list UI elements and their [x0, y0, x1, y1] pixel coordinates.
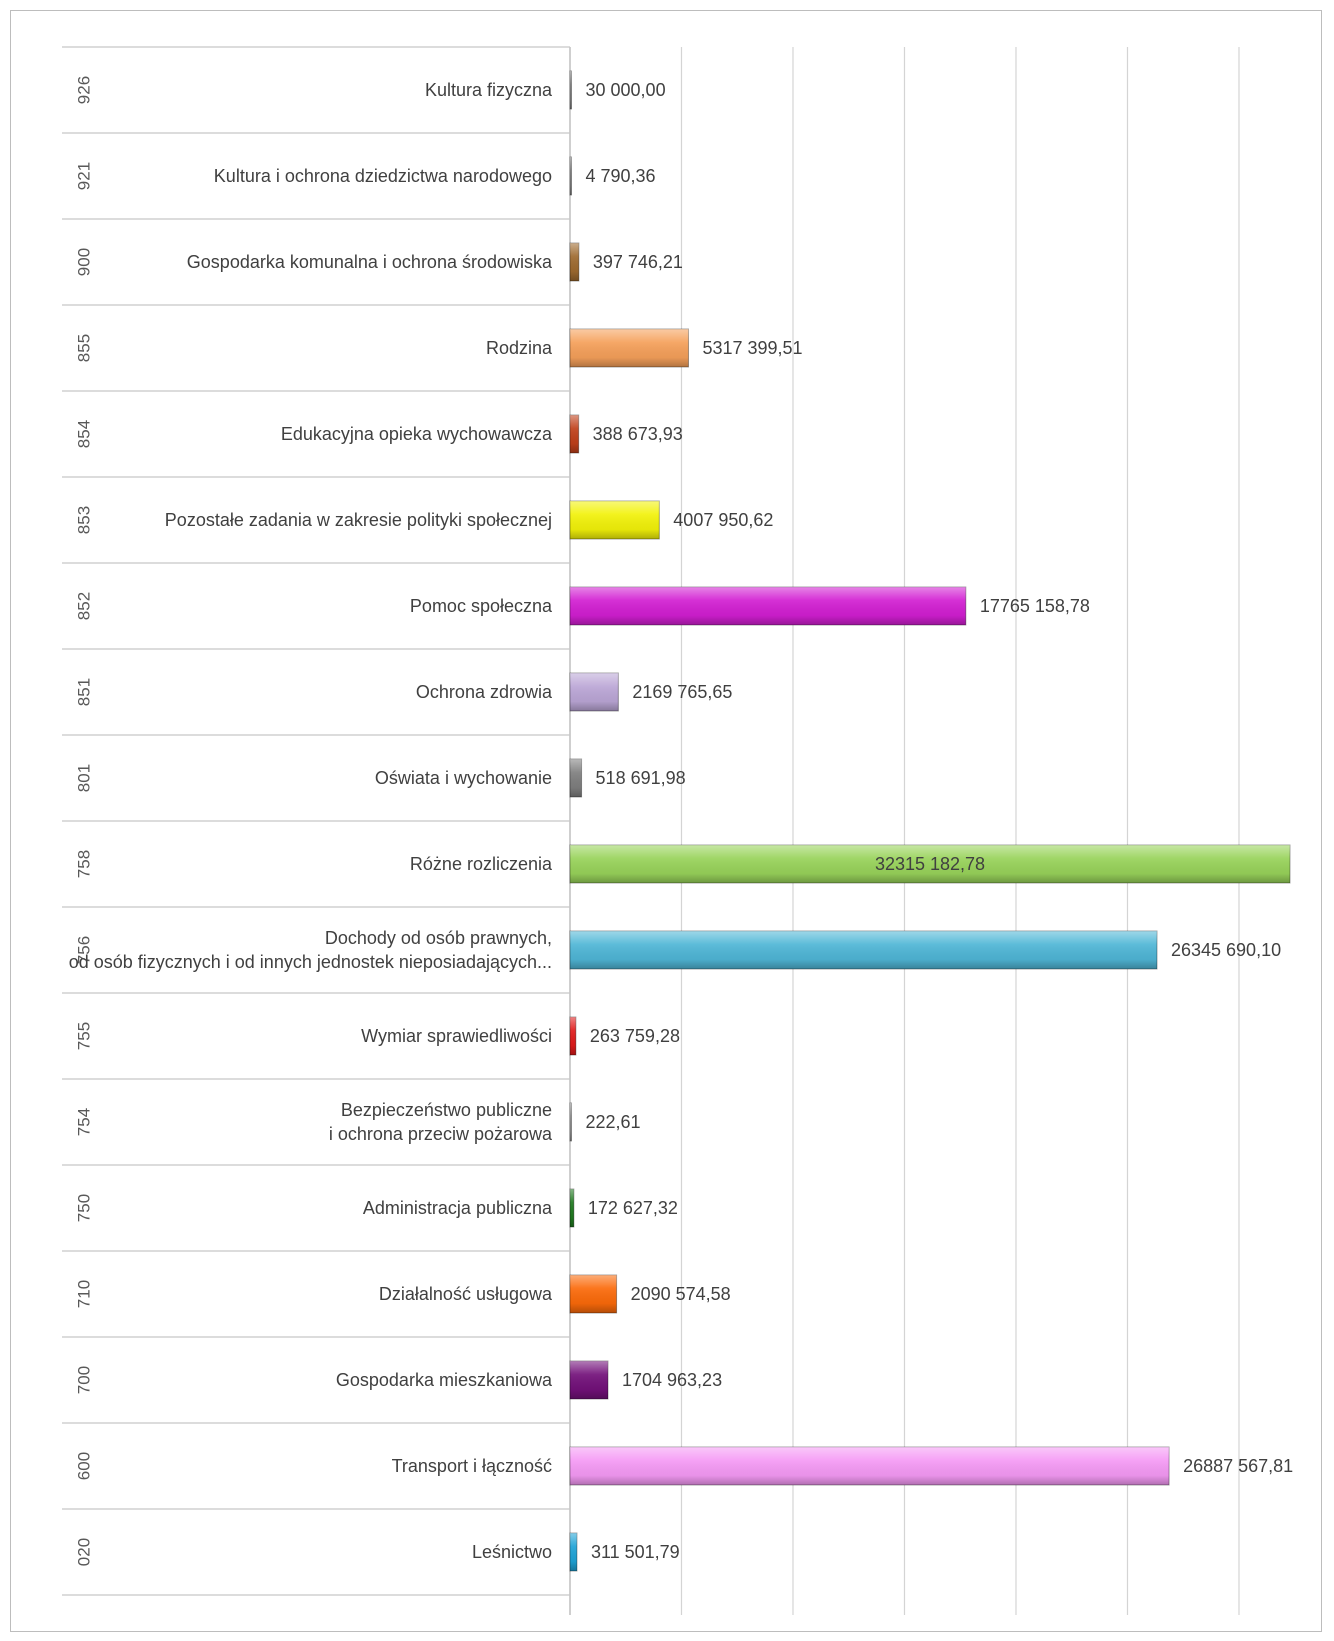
category-code: 854	[75, 420, 94, 448]
category-name: Transport i łączność	[392, 1456, 552, 1476]
bar-shading	[570, 1361, 608, 1399]
bar-group	[570, 1103, 572, 1141]
bar-shading	[570, 1533, 577, 1571]
value-label: 26345 690,10	[1171, 940, 1281, 960]
bar-group	[570, 1533, 577, 1571]
category-code: 600	[75, 1452, 94, 1480]
bar-group	[570, 1447, 1169, 1485]
value-label: 17765 158,78	[980, 596, 1090, 616]
category-name: Gospodarka komunalna i ochrona środowisk…	[187, 252, 553, 272]
bar-layer	[570, 71, 1290, 1571]
category-code: 851	[75, 678, 94, 706]
category-name: Różne rozliczenia	[410, 854, 553, 874]
category-name: Rodzina	[486, 338, 553, 358]
bar-group	[570, 759, 582, 797]
value-label: 263 759,28	[590, 1026, 680, 1046]
bar-group	[570, 587, 966, 625]
category-name: Wymiar sprawiedliwości	[361, 1026, 552, 1046]
bar-shading	[570, 759, 582, 797]
category-name: Działalność usługowa	[379, 1284, 553, 1304]
value-label: 172 627,32	[588, 1198, 678, 1218]
bar-group	[570, 415, 579, 453]
category-code: 758	[75, 850, 94, 878]
value-label: 2169 765,65	[632, 682, 732, 702]
bar-group	[570, 1189, 574, 1227]
category-name: Dochody od osób prawnych,	[325, 928, 552, 948]
bar-shading	[570, 501, 659, 539]
category-code: 900	[75, 248, 94, 276]
value-label: 222,61	[586, 1112, 641, 1132]
category-code: 754	[75, 1108, 94, 1136]
bar-shading	[570, 1103, 572, 1141]
bar-shading	[570, 157, 572, 195]
category-name: Ochrona zdrowia	[416, 682, 553, 702]
category-name: Pomoc społeczna	[410, 596, 553, 616]
label-layer: 30 000,00 4 790,36 397 746,21 5317 399,51 38…	[586, 80, 1294, 1562]
category-name: od osób fizycznych i od innych jednostek…	[69, 952, 552, 972]
value-label: 388 673,93	[593, 424, 683, 444]
bar-group	[570, 157, 572, 195]
bar-shading	[570, 1447, 1169, 1485]
bar-shading	[570, 1189, 574, 1227]
category-name: Edukacyjna opieka wychowawcza	[281, 424, 553, 444]
category-name: Bezpieczeństwo publiczne	[341, 1100, 552, 1120]
category-name: Administracja publiczna	[363, 1198, 553, 1218]
bar-group	[570, 71, 572, 109]
value-label: 32315 182,78	[875, 854, 985, 874]
category-code: 020	[75, 1538, 94, 1566]
value-label: 518 691,98	[596, 768, 686, 788]
bar-shading	[570, 1017, 576, 1055]
category-name: Pozostałe zadania w zakresie polityki sp…	[165, 510, 552, 530]
value-label: 5317 399,51	[702, 338, 802, 358]
bar-shading	[570, 587, 966, 625]
category-code: 921	[75, 162, 94, 190]
bar-group	[570, 329, 688, 367]
bar-group	[570, 1017, 576, 1055]
bar-group	[570, 1361, 608, 1399]
category-code: 853	[75, 506, 94, 534]
value-label: 4007 950,62	[673, 510, 773, 530]
value-label: 311 501,79	[591, 1542, 680, 1562]
bar-group	[570, 931, 1157, 969]
value-label: 26887 567,81	[1183, 1456, 1293, 1476]
bar-shading	[570, 415, 579, 453]
bar-group	[570, 501, 659, 539]
category-name: Leśnictwo	[472, 1542, 552, 1562]
category-table: 926 Kultura fizyczna 921 Kultura i ochrona …	[62, 47, 570, 1615]
category-code: 852	[75, 592, 94, 620]
category-code: 926	[75, 76, 94, 104]
bar-shading	[570, 71, 572, 109]
category-name: Oświata i wychowanie	[375, 768, 552, 788]
value-label: 4 790,36	[586, 166, 656, 186]
category-name: Kultura fizyczna	[425, 80, 553, 100]
bar-shading	[570, 931, 1157, 969]
category-code: 710	[75, 1280, 94, 1308]
grid-layer	[682, 47, 1240, 1615]
category-code: 755	[75, 1022, 94, 1050]
category-code: 801	[75, 764, 94, 792]
category-name: i ochrona przeciw pożarowa	[329, 1124, 553, 1144]
bar-group	[570, 1275, 617, 1313]
category-name: Gospodarka mieszkaniowa	[336, 1370, 553, 1390]
bar-shading	[570, 329, 688, 367]
category-code: 700	[75, 1366, 94, 1394]
bar-shading	[570, 243, 579, 281]
value-label: 1704 963,23	[622, 1370, 722, 1390]
category-name: Kultura i ochrona dziedzictwa narodowego	[214, 166, 552, 186]
bar-group	[570, 673, 618, 711]
bar-shading	[570, 673, 618, 711]
value-label: 30 000,00	[586, 80, 666, 100]
category-code: 855	[75, 334, 94, 362]
category-code: 750	[75, 1194, 94, 1222]
bar-group	[570, 243, 579, 281]
value-label: 397 746,21	[593, 252, 683, 272]
bar-shading	[570, 1275, 617, 1313]
value-label: 2090 574,58	[631, 1284, 731, 1304]
